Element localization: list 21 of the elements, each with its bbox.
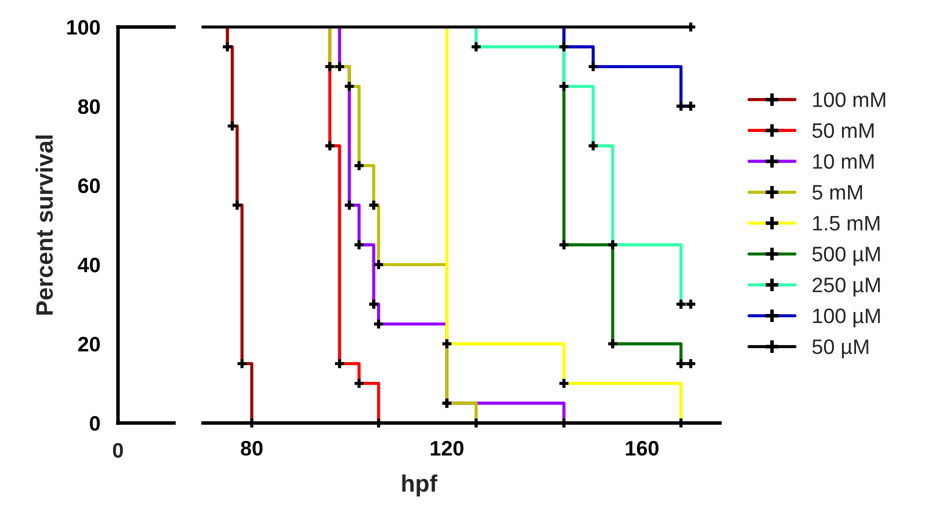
y-axis-title: Percent survival: [36, 135, 53, 315]
x-tick-label: 120: [430, 440, 464, 456]
legend-label: 500 µM: [812, 246, 880, 266]
legend-label: 250 µM: [812, 278, 880, 296]
y-tick-label: 80: [78, 99, 100, 114]
legend-label: 10 mM: [813, 154, 874, 169]
x-tick-label: 160: [626, 440, 658, 456]
legend-label: 50 mM: [812, 123, 874, 138]
y-tick-label: 20: [78, 336, 100, 352]
y-tick-label: 100: [67, 20, 100, 35]
x-tick-label: 80: [240, 440, 263, 456]
x-axis-title: hpf: [402, 474, 438, 496]
legend-label: 100 mM: [813, 92, 886, 108]
legend-label: 100 µM: [813, 308, 880, 328]
y-tick-label: 0: [90, 416, 100, 431]
y-tick-label: 40: [78, 258, 100, 272]
legend-label: 50 µM: [812, 339, 868, 358]
legend-label: 1.5 mM: [813, 216, 880, 231]
legend-label: 5 mM: [812, 185, 862, 200]
y-tick-label: 60: [78, 178, 100, 194]
text: 0: [113, 442, 123, 458]
